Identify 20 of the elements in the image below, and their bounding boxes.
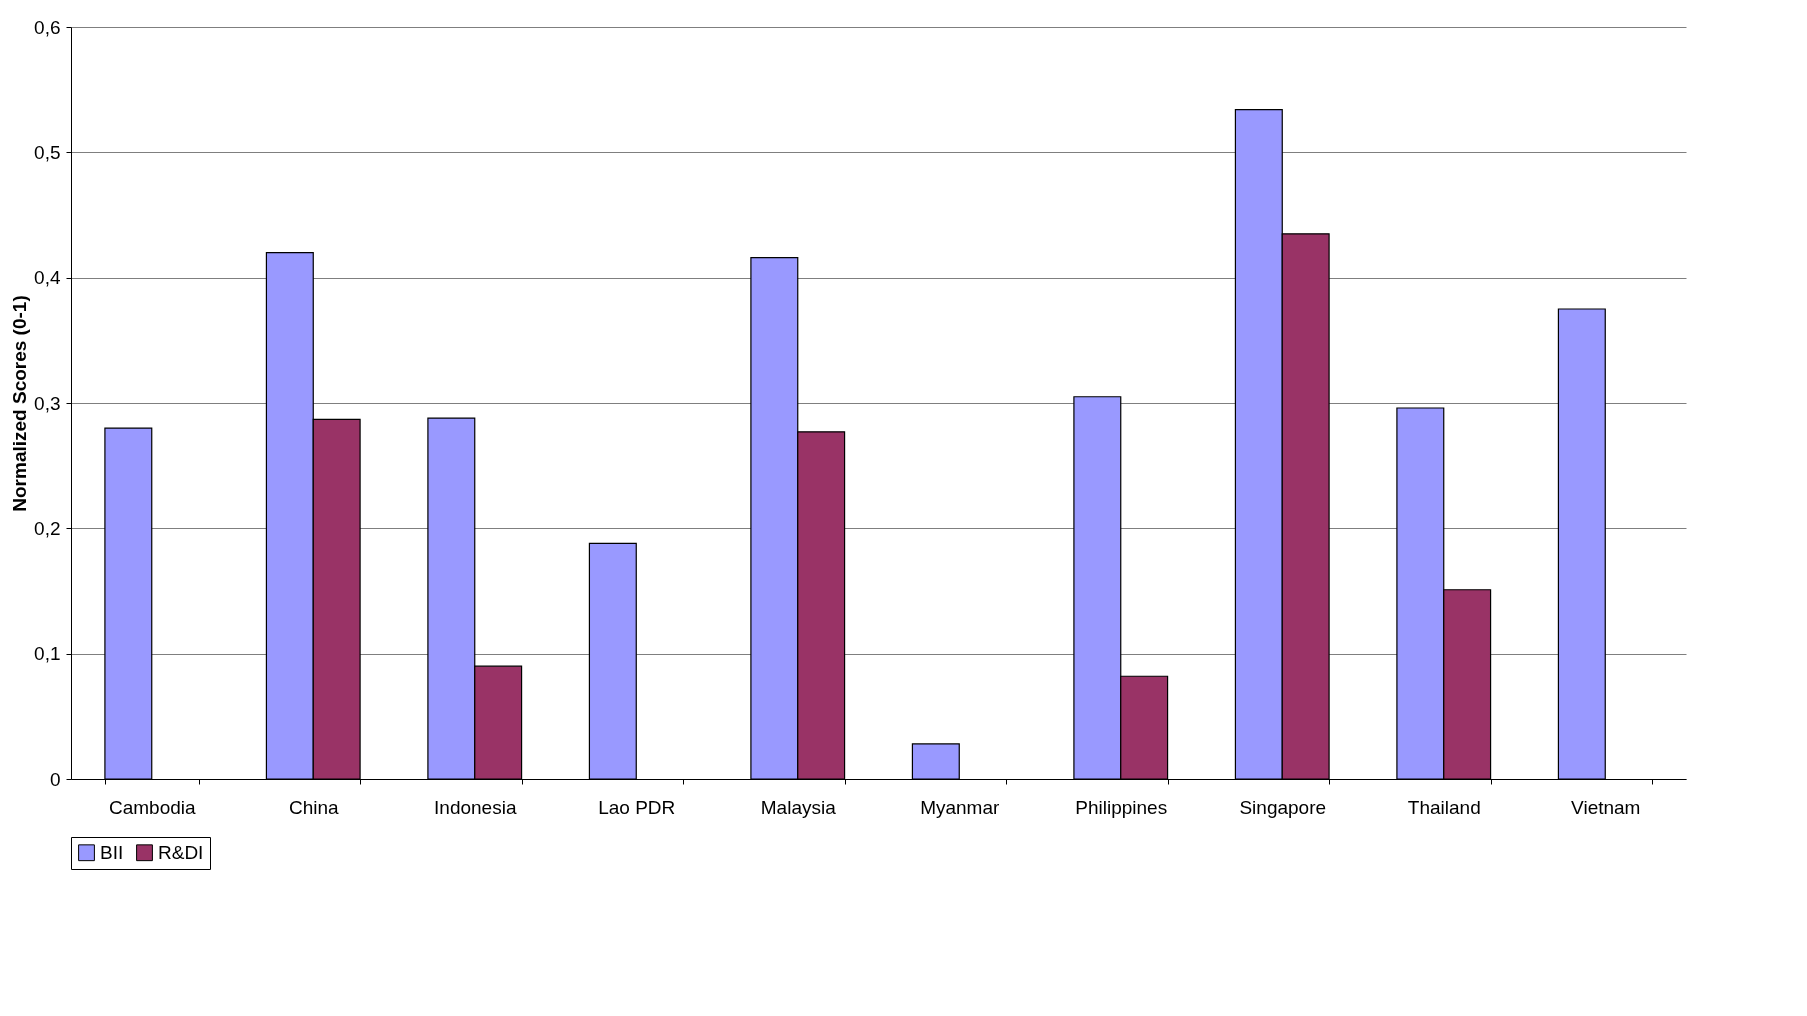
x-tick-label: Lao PDR [598, 796, 676, 818]
legend-label: R&DI [158, 841, 204, 863]
legend-label: BII [100, 841, 124, 863]
y-tick-label: 0,4 [34, 267, 61, 289]
y-tick-label: 0,2 [34, 517, 61, 539]
y-tick-label: 0,1 [34, 643, 61, 665]
y-tick-label: 0,6 [34, 16, 61, 38]
x-tick-label: Singapore [1239, 796, 1327, 818]
x-tick-label: Vietnam [1571, 796, 1641, 818]
x-tick-label: China [288, 796, 339, 818]
x-tick-label: Thailand [1407, 796, 1481, 818]
x-tick-label: Indonesia [434, 796, 517, 818]
y-tick-label: 0 [49, 768, 61, 790]
x-tick-label: Philippines [1075, 796, 1168, 818]
x-tick-label: Cambodia [108, 796, 196, 818]
x-tick-label: Malaysia [760, 796, 837, 818]
y-tick-label: 0,3 [34, 392, 61, 414]
y-tick-label: 0,5 [34, 141, 61, 163]
y-axis-title: Normalized Scores (0-1) [9, 295, 31, 512]
x-tick-label: Myanmar [920, 796, 1001, 818]
